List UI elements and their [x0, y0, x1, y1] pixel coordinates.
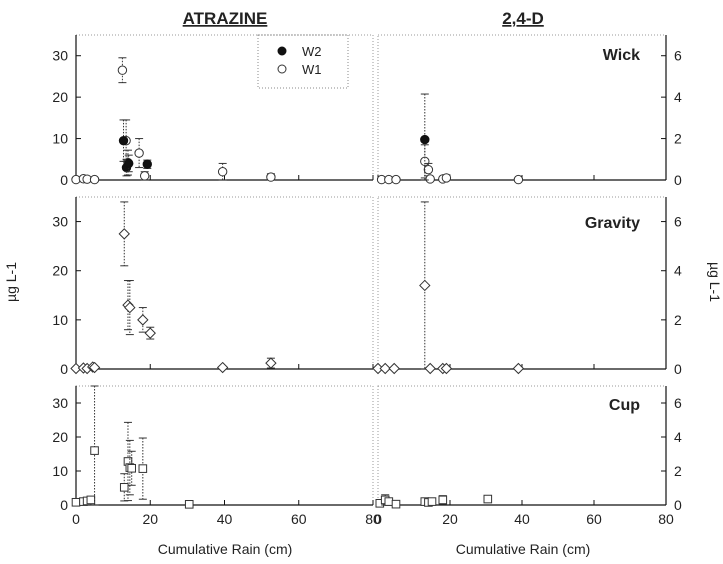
panel-2-point [137, 314, 149, 326]
panel-5-xtick-label: 0 [374, 511, 382, 527]
panel-title-wick: Wick [603, 47, 640, 64]
x-axis-label-left: Cumulative Rain (cm) [158, 541, 293, 557]
panel-0-ytick-label: 30 [52, 48, 68, 64]
panel-4-ytick-label: 20 [52, 429, 68, 445]
panel-4-ytick-label: 30 [52, 395, 68, 411]
panel-5-point [438, 495, 448, 505]
legend-marker-w2 [277, 46, 287, 56]
panel-3-point [424, 362, 436, 375]
panel-4-ytick-label: 0 [60, 497, 68, 513]
panel-0-point [134, 148, 144, 158]
panel-5-ytick-label: 6 [674, 395, 682, 411]
panel-3-ytick-label: 0 [674, 361, 682, 377]
panel-3-ytick-label: 2 [674, 312, 682, 328]
panel-title-gravity: Gravity [585, 215, 640, 232]
panel-2-ytick-label: 30 [52, 214, 68, 230]
panel-3-point [512, 362, 525, 375]
panel-4-ytick-label: 10 [52, 463, 68, 479]
column-title-24d: 2,4-D [502, 9, 544, 28]
panel-1-point [391, 174, 401, 185]
panel-0-ytick-label: 0 [60, 172, 68, 188]
panel-5-ytick-label: 2 [674, 463, 682, 479]
panel-1-ytick-label: 2 [674, 131, 682, 147]
x-axis-label-right: Cumulative Rain (cm) [456, 541, 591, 557]
panel-5-ytick-label: 4 [674, 429, 682, 445]
panel-5-xtick-label: 20 [442, 511, 458, 527]
panel-3-point [388, 362, 400, 375]
panel-5-point [483, 494, 493, 504]
panel-0-ytick-label: 10 [52, 131, 68, 147]
legend-box [257, 34, 349, 89]
panel-2-ytick-label: 20 [52, 263, 68, 279]
panel-4-xtick-label: 0 [72, 511, 80, 527]
panel-3-point [379, 362, 391, 375]
panel-0-ytick-label: 20 [52, 89, 68, 105]
panel-1-point [513, 174, 524, 185]
panel-2-point [265, 357, 277, 369]
panel-4-xtick-label: 20 [142, 511, 158, 527]
legend-label-w2: W2 [302, 44, 322, 59]
legend-label-w1: W1 [302, 62, 322, 77]
panel-0-point [117, 65, 128, 75]
panel-4-xtick-label: 60 [291, 511, 307, 527]
panel-3-point [419, 279, 431, 292]
panel-5-ytick-label: 0 [674, 497, 682, 513]
panel-title-cup: Cup [609, 397, 640, 414]
panel-4-point [184, 500, 194, 509]
panel-0-point [118, 135, 129, 146]
panel-4-point [138, 464, 148, 473]
panel-4-point [127, 463, 136, 473]
panel-4-point [71, 497, 81, 507]
panel-2-point [118, 228, 130, 240]
y-axis-label-left: µg L-1 [3, 262, 19, 302]
panel-5-point [384, 497, 394, 506]
panel-3-point [440, 362, 453, 375]
panel-0-point [142, 159, 152, 169]
panel-0-point [217, 167, 228, 177]
panel-2-frame [75, 196, 374, 370]
panel-3-ytick-label: 4 [674, 263, 682, 279]
panel-5-point [391, 499, 401, 509]
panel-1-point [423, 164, 434, 175]
panel-1-ytick-label: 6 [674, 48, 682, 64]
panel-2-point [216, 361, 229, 374]
panel-0-point [266, 172, 276, 182]
panel-2-point [88, 361, 101, 374]
panel-1-point [441, 173, 452, 183]
panel-5-xtick-label: 80 [658, 511, 674, 527]
panel-5-xtick-label: 40 [514, 511, 530, 527]
panel-4-xtick-label: 80 [365, 511, 381, 527]
legend: W2 W1 [257, 34, 349, 89]
panel-0-point [124, 158, 134, 169]
panel-4-point [90, 446, 99, 455]
panel-2-ytick-label: 0 [60, 361, 68, 377]
panel-5-xtick-label: 60 [586, 511, 602, 527]
panel-4-xtick-label: 40 [217, 511, 233, 527]
column-title-atrazine: ATRAZINE [183, 9, 268, 28]
panel-4-point [119, 483, 129, 492]
panel-2-point [144, 327, 156, 339]
panel-3-ytick-label: 6 [674, 214, 682, 230]
panel-1-point [425, 174, 435, 184]
panel-0-point [89, 174, 100, 185]
panel-2-point [124, 301, 136, 314]
panel-2-ytick-label: 10 [52, 312, 68, 328]
legend-marker-w1 [277, 64, 287, 74]
panel-5-frame [377, 385, 667, 506]
panel-0-frame [75, 34, 374, 181]
panel-0-point [139, 171, 150, 181]
panel-1-ytick-label: 0 [674, 172, 682, 188]
panel-4-point [86, 495, 96, 505]
panel-5-point [427, 497, 437, 506]
panel-1-point [420, 134, 430, 145]
y-axis-label-right: µg L-1 [707, 262, 723, 302]
panel-1-ytick-label: 4 [674, 89, 682, 105]
